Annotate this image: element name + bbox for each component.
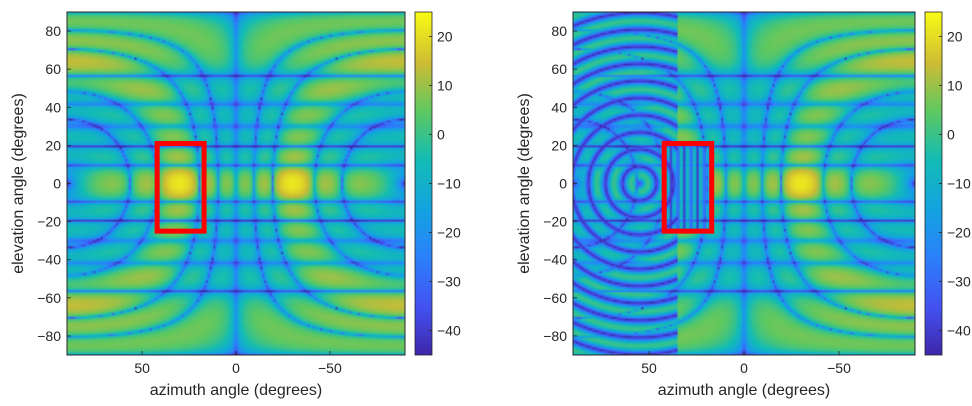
heatmap-raster <box>67 12 405 355</box>
heatmap-image <box>67 12 405 355</box>
panel-left: 50 0 −50 80 60 40 20 0 −20 −40 −60 −80 azimuth ang… <box>10 11 461 399</box>
y-tick-label: 20 <box>45 137 61 153</box>
highlight-box <box>154 140 207 234</box>
y-tick-label: 0 <box>559 176 567 192</box>
colorbar-tick-label: 20 <box>437 29 453 45</box>
y-tick-label: 0 <box>53 176 61 192</box>
colorbar-tick-label: −40 <box>437 323 461 339</box>
x-tick-label: 50 <box>134 360 150 376</box>
y-tick-label: −80 <box>543 328 567 344</box>
y-tick-label: −40 <box>543 252 567 268</box>
y-tick-label: 80 <box>551 23 567 39</box>
colorbar-tick-label: −30 <box>947 274 971 290</box>
colorbar-tick-label: −10 <box>947 176 971 192</box>
heatmap-image <box>573 12 915 355</box>
y-tick-label: −20 <box>543 214 567 230</box>
x-tick-label: 0 <box>232 360 240 376</box>
y-ticks: 80 60 40 20 0 −20 −40 −60 −80 <box>543 23 577 344</box>
x-tick-label: 0 <box>740 360 748 376</box>
colorbar-tick-label: −30 <box>437 274 461 290</box>
colorbar-tick-label: 0 <box>947 127 955 143</box>
x-ticks: 50 0 −50 <box>134 351 342 376</box>
x-tick-label: −50 <box>827 360 851 376</box>
y-tick-label: 60 <box>551 61 567 77</box>
y-tick-label: −20 <box>37 214 61 230</box>
colorbar-tick-label: 20 <box>947 29 963 45</box>
colorbar-tick-label: −40 <box>947 323 971 339</box>
y-tick-label: −60 <box>543 290 567 306</box>
x-axis-label: azimuth angle (degrees) <box>658 382 831 399</box>
y-tick-label: −60 <box>37 290 61 306</box>
colorbar-ticks: 20 10 0 −10 −20 −30 −40 <box>429 29 461 339</box>
panel-right: 50 0 −50 80 60 40 20 0 −20 −40 −60 −80 azimuth ang… <box>516 11 971 399</box>
y-tick-label: 40 <box>45 99 61 115</box>
x-tick-label: −50 <box>318 360 342 376</box>
colorbar-tick-label: −10 <box>437 176 461 192</box>
colorbar-tick-label: −20 <box>437 225 461 241</box>
colorbar-tick-label: −20 <box>947 225 971 241</box>
y-tick-label: 60 <box>45 61 61 77</box>
x-tick-label: 50 <box>641 360 657 376</box>
heatmap-raster <box>573 12 915 355</box>
x-axis-label: azimuth angle (degrees) <box>150 382 323 399</box>
y-tick-label: −80 <box>37 328 61 344</box>
y-ticks: 80 60 40 20 0 −20 −40 −60 −80 <box>37 23 71 344</box>
highlight-box <box>661 140 715 234</box>
y-axis-label: elevation angle (degrees) <box>516 93 533 274</box>
y-tick-label: 80 <box>45 23 61 39</box>
colorbar-tick-label: 0 <box>437 127 445 143</box>
y-tick-label: −40 <box>37 252 61 268</box>
colorbar-tick-label: 10 <box>947 78 963 94</box>
y-axis-label: elevation angle (degrees) <box>10 93 27 274</box>
x-ticks: 50 0 −50 <box>641 351 851 376</box>
y-tick-label: 20 <box>551 137 567 153</box>
colorbar-ticks: 20 10 0 −10 −20 −30 −40 <box>939 29 971 339</box>
y-tick-label: 40 <box>551 99 567 115</box>
colorbar-tick-label: 10 <box>437 78 453 94</box>
